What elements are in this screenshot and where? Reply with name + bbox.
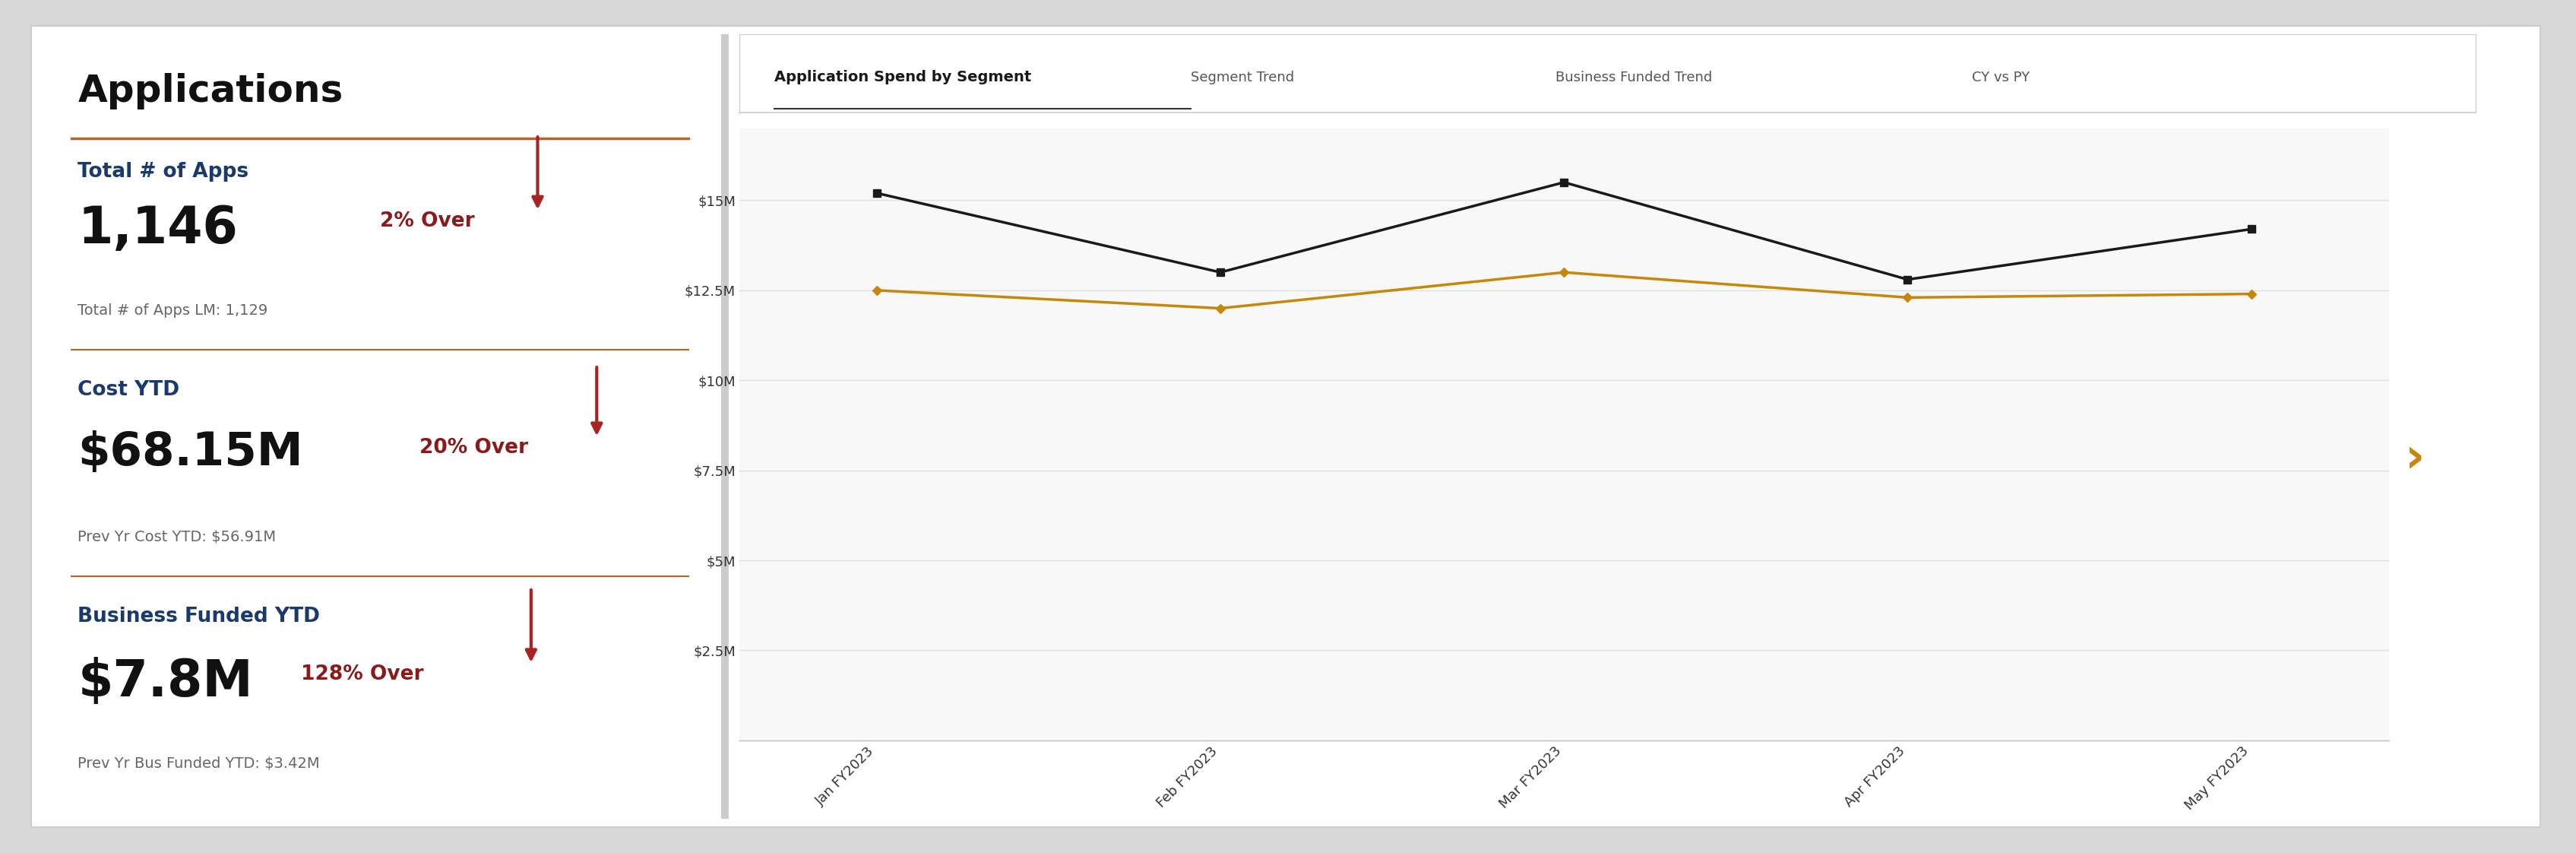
Text: Total # of Apps LM: 1,129: Total # of Apps LM: 1,129 — [77, 304, 268, 318]
Text: Applications: Applications — [77, 73, 343, 110]
Text: 20% Over: 20% Over — [420, 438, 528, 458]
Text: Segment Trend: Segment Trend — [1190, 71, 1293, 84]
Text: $68.15M: $68.15M — [77, 430, 304, 475]
Text: 1,146: 1,146 — [77, 204, 237, 254]
Text: Prev Yr Cost YTD: $56.91M: Prev Yr Cost YTD: $56.91M — [77, 530, 276, 544]
Text: 128% Over: 128% Over — [301, 664, 425, 684]
Text: Application Spend by Segment: Application Spend by Segment — [773, 70, 1030, 84]
Text: Business Funded Trend: Business Funded Trend — [1556, 71, 1713, 84]
Text: ›: › — [2406, 435, 2427, 483]
Text: Prev Yr Bus Funded YTD: $3.42M: Prev Yr Bus Funded YTD: $3.42M — [77, 757, 319, 771]
Text: CY vs PY: CY vs PY — [1973, 71, 2030, 84]
Text: Cost YTD: Cost YTD — [77, 380, 180, 400]
Text: 2% Over: 2% Over — [381, 212, 474, 231]
Text: $7.8M: $7.8M — [77, 657, 252, 707]
Text: Business Funded YTD: Business Funded YTD — [77, 607, 319, 627]
Text: Total # of Apps: Total # of Apps — [77, 162, 250, 182]
